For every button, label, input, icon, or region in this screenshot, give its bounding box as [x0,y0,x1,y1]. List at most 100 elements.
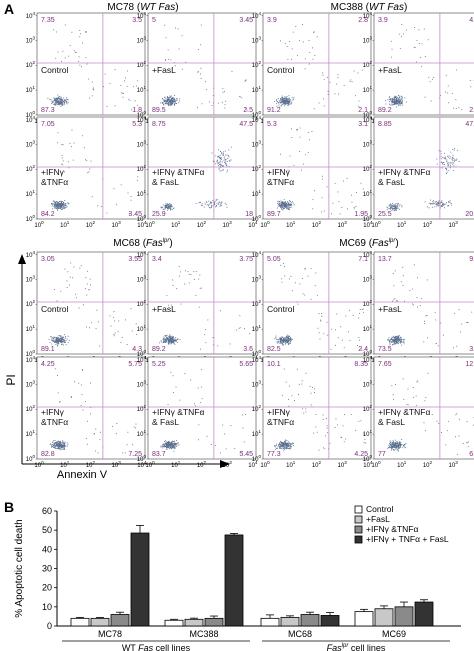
dot [318,332,320,334]
dot [395,210,397,212]
dot [397,443,399,445]
dot [397,97,398,99]
dot [277,207,278,209]
dot [208,205,209,207]
dot [62,442,64,443]
dot [61,98,63,100]
dot [57,142,59,144]
dot [172,101,174,103]
dot [389,342,391,344]
dot [441,161,442,163]
dot [51,339,53,341]
dot [392,101,394,103]
dot [51,339,53,341]
dot [168,336,170,338]
dot [167,207,169,209]
dot [166,209,168,211]
dot [281,203,282,205]
dot [167,339,169,341]
y-tick-label: 100 [252,454,262,463]
bar [70,617,90,627]
dot [168,446,170,448]
dot [220,170,222,172]
dot [283,337,285,339]
bar [110,614,130,627]
dot [443,334,444,336]
treatment-label: Control [267,65,295,75]
dot [290,445,292,447]
dot [302,163,304,165]
dot [395,96,397,98]
dot [288,342,290,344]
dot [455,414,457,416]
dot [398,102,400,104]
dot [452,160,454,161]
plot-frame [147,251,257,355]
dot [398,95,400,97]
dot [222,424,224,426]
dot [60,100,62,102]
dot [172,336,174,338]
dot [276,448,278,449]
dot [432,78,433,80]
dot [57,100,59,102]
dot [290,99,292,101]
dot [52,444,54,446]
dot [441,202,443,203]
dot [59,96,61,98]
dot [288,99,289,100]
dot [64,203,66,205]
dot [391,101,393,103]
quadrant-value: 77.3 [267,451,281,458]
dot [279,201,280,202]
dot [289,338,291,339]
dot [62,449,64,450]
dot [425,430,426,432]
dot [56,442,58,444]
dot [50,443,51,445]
legend-label: +FasL [366,514,390,524]
dot [284,207,285,209]
dot [398,447,400,449]
dot [56,204,58,206]
dot [440,150,442,152]
dot [395,446,397,448]
dot [59,338,61,340]
dot [439,202,441,204]
dot [218,156,219,158]
dot [389,203,391,205]
dot [284,100,286,102]
dot [392,205,394,207]
dot [226,154,228,156]
dot [64,341,66,343]
dot [56,443,58,445]
y-tick-label: 102 [252,60,262,69]
dot [289,445,291,447]
dot [65,445,67,447]
dot [326,427,328,429]
dot [95,328,97,330]
dot [61,61,62,62]
dot [218,201,220,203]
dot [282,341,284,343]
dot [58,442,60,444]
dot [278,338,280,339]
dot [168,104,170,105]
dot [294,282,296,284]
quadrant-value: 25.5 [378,211,392,218]
dot [220,161,222,163]
dot [466,421,468,422]
dot [57,441,59,442]
dot [57,443,59,445]
dot [398,337,399,339]
dot [398,336,399,338]
treatment-label: +IFNγ &TNFα [378,167,430,177]
dot [430,100,432,102]
dot [396,102,398,104]
dot [58,203,60,205]
dot [167,206,169,208]
dot [173,443,175,445]
dot [389,341,390,343]
dot [392,300,394,302]
dot [279,339,281,340]
